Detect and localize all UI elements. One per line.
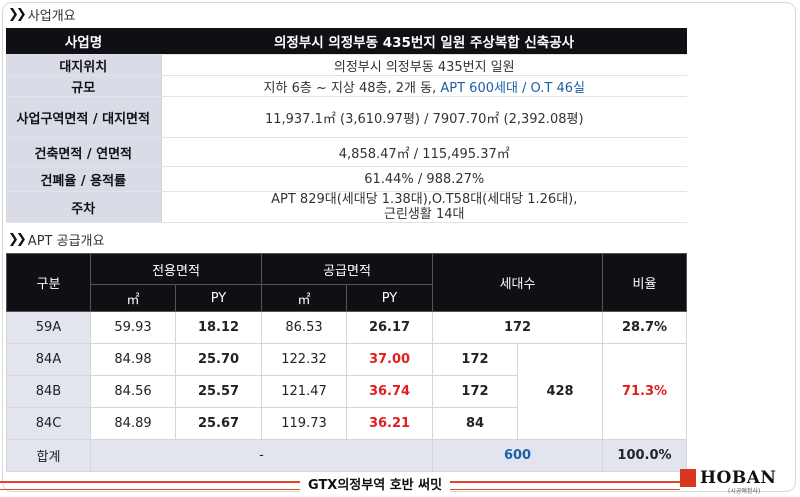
site-label: 대지위치 (6, 54, 162, 76)
exclusive-py-cell: 25.57 (175, 375, 262, 408)
households-cell: 84 (432, 407, 518, 440)
supply-m2-cell: 122.32 (261, 343, 347, 376)
scale-label: 규모 (6, 75, 162, 97)
overview-row-parking: 주차 APT 829대(세대당 1.38대),O.T58대(세대당 1.26대)… (6, 191, 687, 223)
table-row: 84B 84.56 25.57 121.47 36.74 172 (6, 375, 687, 408)
supply-section-title: APT 공급개요 (27, 234, 105, 249)
double-chevron-icon: ❯❯ (8, 232, 27, 247)
overview-table: 사업명 의정부시 의정부동 435번지 일원 주상복합 신축공사 대지위치 의정… (6, 28, 687, 223)
brand-sub: (시공예정사) (728, 488, 761, 495)
overview-row-scale: 규모 지하 6층 ~ 지상 48층, 2개 동, APT 600세대 / O.T… (6, 75, 687, 97)
parking-value-line1: APT 829대(세대당 1.38대),O.T58대(세대당 1.26대), (271, 192, 578, 207)
site-value: 의정부시 의정부동 435번지 일원 (161, 54, 687, 76)
overview-header-row: 사업명 의정부시 의정부동 435번지 일원 주상복합 신축공사 (6, 28, 687, 55)
type-cell: 84B (6, 375, 91, 408)
exclusive-py-cell: 25.70 (175, 343, 262, 376)
supply-py-cell: 36.21 (346, 407, 433, 440)
total-households-cell: 600 (431, 439, 604, 472)
total-area-cell: - (90, 439, 433, 472)
supply-header-row: 구분 전용면적 공급면적 세대수 비율 (6, 253, 687, 312)
group-84-households-cell: 428 (516, 343, 604, 440)
total-ratio-cell: 100.0% (602, 439, 687, 472)
type-cell: 59A (6, 311, 91, 344)
households-cell: 172 (432, 375, 518, 408)
scale-value: 지하 6층 ~ 지상 48층, 2개 동, APT 600세대 / O.T 46… (161, 75, 687, 97)
ratio-header: 비율 (602, 253, 687, 312)
exclusive-m2-header: ㎡ (90, 284, 176, 312)
parking-value-line2: 근린생활 14대 (384, 207, 465, 222)
exclusive-py-header: PY (175, 284, 262, 312)
total-row: 합계 - 600 100.0% (6, 439, 687, 472)
supply-m2-cell: 86.53 (261, 311, 347, 344)
project-name-value: 의정부시 의정부동 435번지 일원 주상복합 신축공사 (161, 28, 687, 55)
coverage-ratio-value: 61.44% / 988.27% (161, 166, 687, 192)
exclusive-py-cell: 18.12 (175, 311, 262, 344)
supply-table: 구분 전용면적 공급면적 세대수 비율 ㎡ PY ㎡ PY 59A 59.93 … (6, 253, 687, 472)
total-label: 합계 (6, 439, 91, 472)
parking-label: 주차 (6, 191, 162, 223)
building-area-label: 건축면적 / 연면적 (6, 137, 162, 167)
overview-section-heading: ❯❯ 사업개요 (8, 5, 76, 24)
supply-py-header: PY (346, 284, 433, 312)
hoban-logo-mark-icon (680, 469, 696, 487)
group-84-ratio-cell: 71.3% (602, 343, 687, 440)
parking-value: APT 829대(세대당 1.38대),O.T58대(세대당 1.26대), 근… (161, 191, 687, 223)
exclusive-m2-cell: 84.98 (90, 343, 176, 376)
overview-row-building: 건축면적 / 연면적 4,858.47㎡ / 115,495.37㎡ (6, 137, 687, 167)
exclusive-area-header: 전용면적 (90, 253, 262, 285)
overview-row-area: 사업구역면적 / 대지면적 11,937.1㎡ (3,610.97평) / 79… (6, 96, 687, 138)
supply-m2-cell: 119.73 (261, 407, 347, 440)
supply-section-heading: ❯❯ APT 공급개요 (8, 230, 104, 249)
exclusive-m2-cell: 84.56 (90, 375, 176, 408)
type-cell: 84A (6, 343, 91, 376)
supply-area-header: 공급면적 (261, 253, 433, 285)
exclusive-m2-cell: 84.89 (90, 407, 176, 440)
households-cell: 172 (431, 311, 604, 344)
building-area-value: 4,858.47㎡ / 115,495.37㎡ (161, 137, 687, 167)
area-label: 사업구역면적 / 대지면적 (6, 96, 162, 138)
area-value: 11,937.1㎡ (3,610.97평) / 7907.70㎡ (2,392.… (161, 96, 687, 138)
table-row: 84A 84.98 25.70 122.32 37.00 172 428 71.… (6, 343, 687, 440)
overview-row-ratio: 건폐율 / 용적률 61.44% / 988.27% (6, 166, 687, 192)
table-row: 59A 59.93 18.12 86.53 26.17 172 28.7% (6, 311, 687, 344)
ratio-cell: 28.7% (602, 311, 687, 344)
scale-value-accent: APT 600세대 / O.T 46실 (440, 80, 585, 96)
overview-section-title: 사업개요 (27, 9, 76, 24)
supply-m2-cell: 121.47 (261, 375, 347, 408)
supply-py-cell: 26.17 (346, 311, 433, 344)
supply-m2-header: ㎡ (261, 284, 347, 312)
households-cell: 172 (432, 343, 518, 376)
coverage-ratio-label: 건폐율 / 용적률 (6, 166, 162, 192)
double-chevron-icon: ❯❯ (8, 7, 27, 22)
type-cell: 84C (6, 407, 91, 440)
table-row: 84C 84.89 25.67 119.73 36.21 84 (6, 407, 687, 440)
exclusive-py-cell: 25.67 (175, 407, 262, 440)
scale-value-text: 지하 6층 ~ 지상 48층, 2개 동, (263, 80, 437, 96)
exclusive-m2-cell: 59.93 (90, 311, 176, 344)
households-header: 세대수 (431, 253, 604, 312)
brand-name: HOBAN (700, 468, 777, 488)
type-header: 구분 (6, 253, 91, 312)
supply-py-cell: 37.00 (346, 343, 433, 376)
project-name-label: 사업명 (6, 28, 161, 55)
overview-row-site: 대지위치 의정부시 의정부동 435번지 일원 (6, 54, 687, 76)
supply-py-cell: 36.74 (346, 375, 433, 408)
hoban-logo: HOBAN (시공예정사) (680, 468, 777, 495)
footer-title: GTX의정부역 호반 써밋 (300, 474, 451, 493)
